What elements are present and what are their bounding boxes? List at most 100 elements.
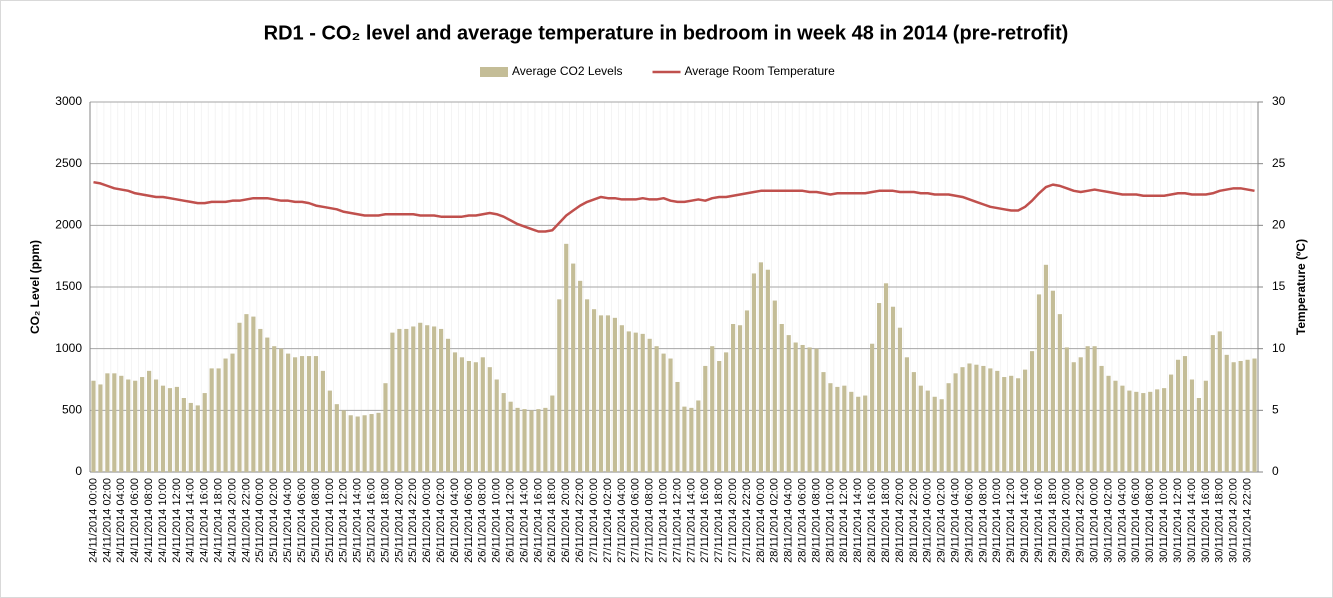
bar: [313, 356, 319, 472]
bar: [703, 365, 708, 472]
bar: [1162, 388, 1167, 472]
bar: [654, 346, 659, 472]
x-tick-label: 28/11/2014 08:00: [810, 478, 822, 563]
bar: [821, 372, 826, 472]
bar: [779, 324, 784, 472]
x-tick-label: 28/11/2014 10:00: [824, 478, 836, 563]
x-tick-label: 28/11/2014 18:00: [880, 478, 892, 563]
bar: [814, 348, 819, 472]
bar: [140, 377, 145, 472]
bar: [842, 385, 847, 472]
x-tick-label: 24/11/2014 14:00: [185, 478, 197, 563]
bar: [98, 384, 103, 472]
bar: [668, 358, 673, 472]
bar: [877, 303, 882, 472]
bar: [626, 331, 631, 472]
bar: [1196, 398, 1201, 472]
x-tick-label: 25/11/2014 08:00: [310, 478, 322, 563]
chart-title: RD1 - CO₂ level and average temperature …: [264, 22, 1069, 44]
bar: [1182, 356, 1188, 472]
bar: [744, 310, 750, 472]
x-tick-label: 28/11/2014 12:00: [838, 478, 850, 563]
bar: [1050, 290, 1055, 472]
bar: [439, 328, 444, 472]
bar: [452, 352, 458, 472]
y-tick-label: 1500: [55, 279, 82, 293]
y-tick-label: 500: [62, 403, 82, 417]
x-tick-label: 26/11/2014 00:00: [421, 478, 433, 563]
x-tick-label: 29/11/2014 06:00: [963, 478, 975, 563]
bar: [1141, 393, 1146, 472]
bar: [355, 416, 360, 472]
bar: [418, 322, 423, 472]
bar: [1231, 362, 1236, 472]
bar: [897, 327, 903, 472]
bar: [147, 370, 152, 472]
bar: [1169, 374, 1174, 472]
line-series: [93, 180, 1255, 233]
x-tick-label: 25/11/2014 18:00: [379, 478, 391, 563]
bar: [195, 405, 200, 472]
bar: [265, 337, 270, 472]
bar: [1217, 331, 1222, 472]
bar: [758, 262, 763, 472]
bar: [529, 410, 534, 472]
bar: [320, 370, 325, 472]
bar: [724, 352, 729, 472]
bar: [995, 370, 1000, 472]
x-tick-label: 27/11/2014 10:00: [657, 478, 669, 563]
bar: [244, 314, 249, 472]
bar: [689, 407, 694, 472]
bar: [960, 367, 965, 472]
x-tick-label: 27/11/2014 00:00: [588, 478, 600, 563]
bar: [974, 364, 979, 472]
bar: [390, 332, 395, 472]
bar: [1099, 365, 1104, 472]
bar: [341, 410, 346, 472]
bar: [279, 348, 284, 472]
x-tick-label: 29/11/2014 08:00: [977, 478, 989, 563]
bar: [585, 299, 590, 472]
x-tick-label: 29/11/2014 16:00: [1033, 478, 1045, 563]
x-tick-label: 28/11/2014 04:00: [783, 478, 795, 563]
x-tick-label: 25/11/2014 14:00: [352, 478, 364, 563]
bar: [1238, 361, 1243, 472]
bar: [800, 344, 805, 472]
bar: [543, 407, 548, 472]
bar: [946, 383, 951, 472]
bar: [411, 326, 416, 472]
bar: [1106, 375, 1111, 472]
x-tick-label: 30/11/2014 22:00: [1241, 478, 1253, 563]
bar: [1113, 380, 1118, 472]
x-tick-label: 30/11/2014 00:00: [1089, 478, 1101, 563]
x-tick-label: 27/11/2014 04:00: [616, 478, 628, 563]
bar: [967, 363, 972, 472]
bar: [765, 269, 770, 472]
x-tick-label: 30/11/2014 08:00: [1144, 478, 1156, 563]
bar: [696, 400, 701, 472]
bar: [849, 391, 854, 472]
x-tick-label: 29/11/2014 12:00: [1005, 478, 1017, 563]
bar: [133, 380, 138, 472]
x-tick-label: 28/11/2014 20:00: [894, 478, 906, 563]
bar: [1252, 358, 1257, 472]
bar: [251, 316, 256, 472]
x-tick-label: 30/11/2014 04:00: [1116, 478, 1128, 563]
bar: [327, 390, 332, 472]
x-tick-label: 30/11/2014 14:00: [1186, 478, 1198, 563]
bar: [835, 386, 840, 472]
bar: [459, 357, 465, 472]
bar: [119, 375, 124, 472]
y2-tick-label: 5: [1272, 403, 1279, 417]
x-tick-label: 25/11/2014 22:00: [407, 478, 419, 563]
bar: [661, 353, 666, 472]
x-tick-label: 30/11/2014 10:00: [1158, 478, 1170, 563]
x-tick-label: 29/11/2014 00:00: [922, 478, 934, 563]
bar: [675, 381, 680, 472]
y-tick-label: 2000: [55, 218, 82, 232]
bar: [445, 338, 451, 472]
bar: [1224, 354, 1229, 472]
bar: [647, 338, 652, 472]
x-tick-label: 30/11/2014 18:00: [1214, 478, 1226, 563]
